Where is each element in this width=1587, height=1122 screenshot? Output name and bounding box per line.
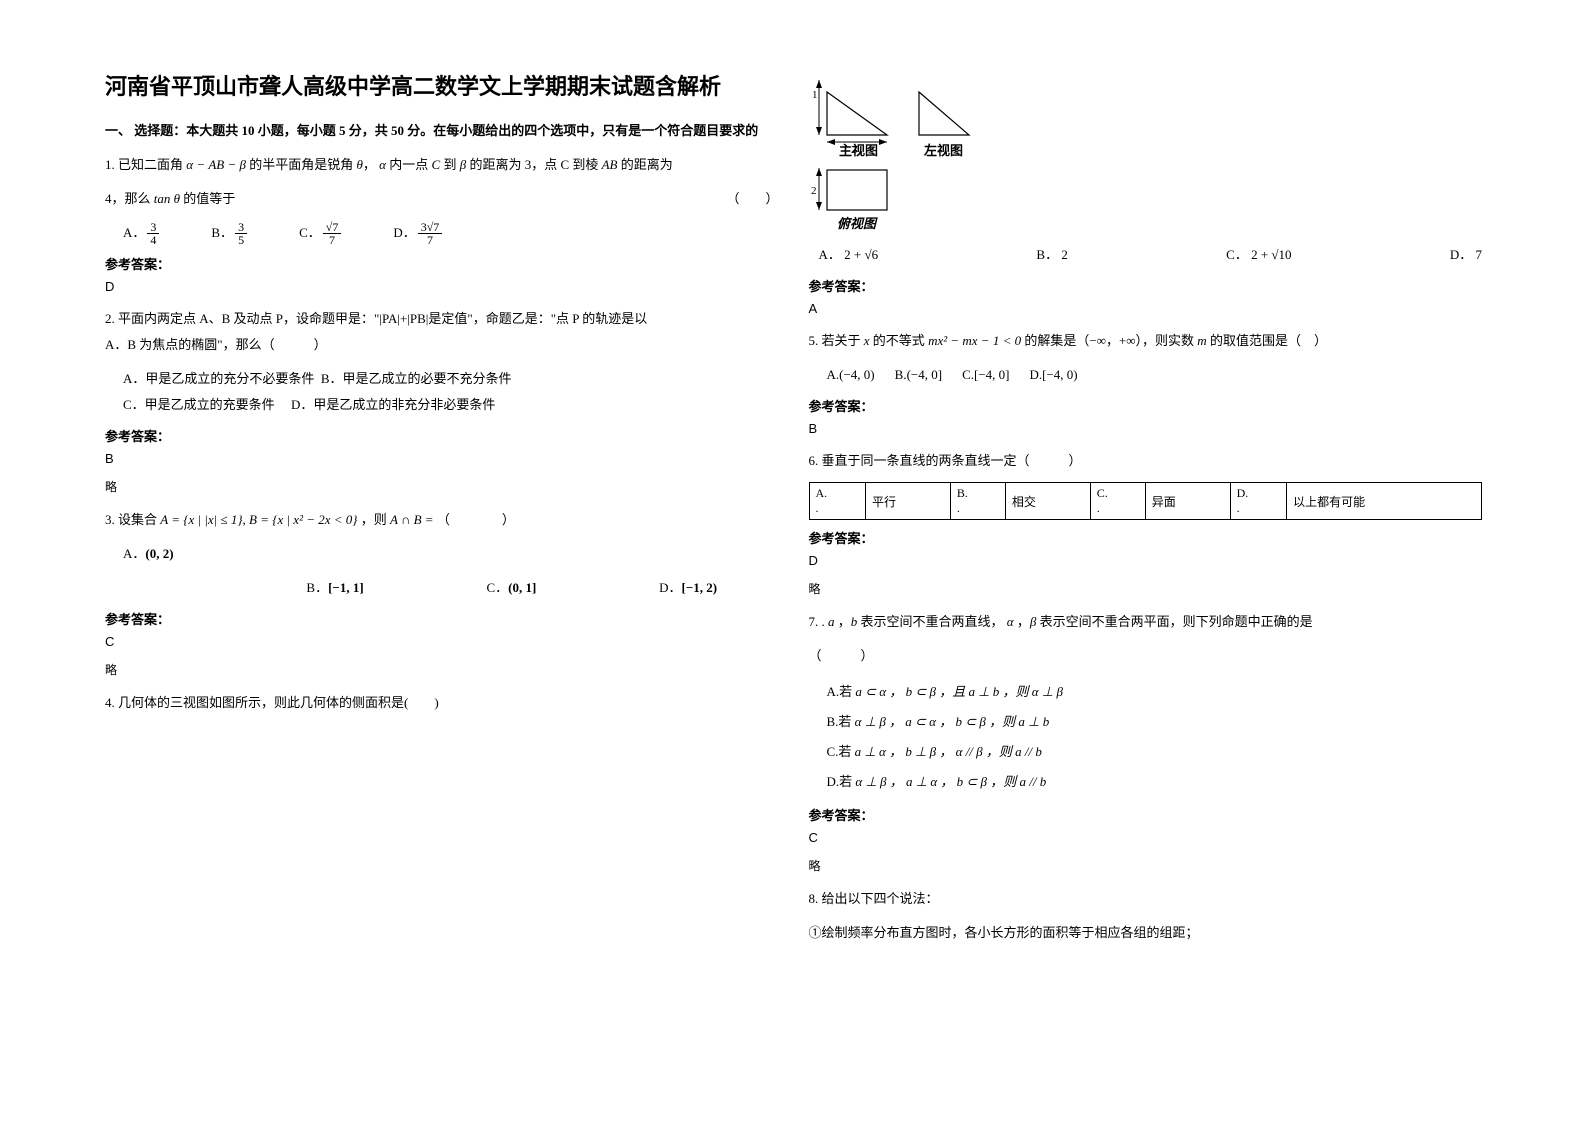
q7-paren: （ ） <box>809 643 1483 669</box>
q5-opt-b: B.(−4, 0] <box>895 362 942 388</box>
q5-answer-label: 参考答案： <box>809 396 1483 415</box>
q7-answer: C <box>809 830 1483 845</box>
q6-options-table: A.. 平行 B.. 相交 C.. 异面 D.. 以上都有可能 <box>809 482 1483 520</box>
q1-options: A．34 B．35 C．√77 D．3√77 <box>123 220 779 247</box>
question-5: 5. 若关于 x 的不等式 mx² − mx − 1 < 0 的解集是（−∞，+… <box>809 328 1483 354</box>
q5-opt-d: D.[−4, 0) <box>1029 362 1077 388</box>
q6-answer: D <box>809 553 1483 568</box>
q2-opt-c: C．甲是乙成立的充要条件 <box>123 397 275 412</box>
q8-item-1: ①绘制频率分布直方图时，各小长方形的面积等于相应各组的组距； <box>809 920 1483 946</box>
left-view-label: 左视图 <box>924 143 963 158</box>
q3-answer-label: 参考答案： <box>105 609 779 628</box>
q3-set-a: A = {x | |x| ≤ 1} <box>160 512 242 527</box>
q4-opt-c: C． 2 + √10 <box>1226 242 1291 268</box>
q6-cell-c: C.. <box>1090 483 1145 520</box>
q5-opt-a: A.(−4, 0) <box>827 362 875 388</box>
q4-opt-b: B． 2 <box>1036 242 1067 268</box>
q1-tan: tan θ <box>154 191 180 206</box>
q3-options-a: A．(0, 2) <box>123 541 779 567</box>
q4-options: A． 2 + √6 B． 2 C． 2 + √10 D． 7 <box>819 242 1483 268</box>
fig-height-2: 2 <box>811 185 817 197</box>
q6-answer-label: 参考答案： <box>809 528 1483 547</box>
question-1: 1. 已知二面角 α − AB − β 的半平面角是锐角 θ， α 内一点 C … <box>105 152 779 178</box>
q1-opt-b: B．35 <box>211 220 249 247</box>
question-7: 7. . a ，b 表示空间不重合两直线， α ，β 表示空间不重合两平面，则下… <box>809 609 1483 635</box>
q1-math-dihedral: α − AB − β <box>186 157 246 172</box>
question-8: 8. 给出以下四个说法： <box>809 886 1483 912</box>
q7-opt-a: A.若 a ⊂ α ， b ⊂ β ，且 a ⊥ b ，则 α ⊥ β <box>827 677 1483 707</box>
top-view-label: 俯视图 <box>837 216 878 230</box>
q1-paren: （ ） <box>726 186 778 212</box>
q1-line2: 4，那么 tan θ 的值等于 （ ） <box>105 186 779 212</box>
q7-options: A.若 a ⊂ α ， b ⊂ β ，且 a ⊥ b ，则 α ⊥ β B.若 … <box>827 677 1483 797</box>
q3-set-b: B = {x | x² − 2x < 0} <box>249 512 357 527</box>
q7-opt-d: D.若 α ⊥ β ， a ⊥ α ， b ⊂ β ，则 a // b <box>827 767 1483 797</box>
q6-opt-c: 异面 <box>1145 483 1230 520</box>
q2-opt-a: A．甲是乙成立的充分不必要条件 <box>123 371 314 386</box>
three-view-svg: 1 2 主视图 左视图 2 俯视图 <box>809 80 1019 230</box>
q6-cell-b: B.. <box>950 483 1005 520</box>
q7-note: 略 <box>809 857 1483 874</box>
q6-note: 略 <box>809 580 1483 597</box>
question-3: 3. 设集合 A = {x | |x| ≤ 1}, B = {x | x² − … <box>105 507 779 533</box>
q1-answer-label: 参考答案： <box>105 254 779 273</box>
doc-title: 河南省平顶山市聋人高级中学高二数学文上学期期末试题含解析 <box>105 70 779 103</box>
q1-opt-d: D．3√77 <box>393 220 444 247</box>
fig-height-1: 1 <box>812 89 818 101</box>
q1-answer: D <box>105 279 779 294</box>
q3-opt-a: A．(0, 2) <box>123 546 174 561</box>
q5-opt-c: C.[−4, 0] <box>962 362 1009 388</box>
q6-cell-d: D.. <box>1230 483 1287 520</box>
right-column: 1 2 主视图 左视图 2 俯视图 A． 2 + √6 B． 2 C． 2 + … <box>794 70 1498 1092</box>
q3-note: 略 <box>105 661 779 678</box>
section-1-header: 一、 选择题：本大题共 10 小题，每小题 5 分，共 50 分。在每小题给出的… <box>105 121 779 142</box>
question-6: 6. 垂直于同一条直线的两条直线一定（ ） <box>809 448 1483 474</box>
left-column: 河南省平顶山市聋人高级中学高二数学文上学期期末试题含解析 一、 选择题：本大题共… <box>90 70 794 1092</box>
q2-note: 略 <box>105 478 779 495</box>
q1-opt-a: A．34 <box>123 220 161 247</box>
q5-options: A.(−4, 0) B.(−4, 0] C.[−4, 0] D.[−4, 0) <box>827 362 1483 388</box>
q2-opt-b: B．甲是乙成立的必要不充分条件 <box>321 371 512 386</box>
main-view-label: 主视图 <box>839 143 878 158</box>
q3-options-rest: B．[−1, 1] C．(0, 1] D．[−1, 2) <box>245 575 779 601</box>
q7-opt-b: B.若 α ⊥ β ， a ⊂ α ， b ⊂ β ，则 a ⊥ b <box>827 707 1483 737</box>
q3-answer: C <box>105 634 779 649</box>
q2-opt-d: D．甲是乙成立的非充分非必要条件 <box>291 397 495 412</box>
q6-opt-a: 平行 <box>866 483 951 520</box>
q6-opt-b: 相交 <box>1005 483 1090 520</box>
q5-answer: B <box>809 421 1483 436</box>
q6-opt-d: 以上都有可能 <box>1287 483 1482 520</box>
q4-opt-a: A． 2 + √6 <box>819 242 879 268</box>
q1-opt-c: C．√77 <box>299 220 343 247</box>
q6-cell-a: A.. <box>809 483 866 520</box>
q2-answer-label: 参考答案： <box>105 426 779 445</box>
q1-text: 1. 已知二面角 α − AB − β 的半平面角是锐角 θ， α 内一点 C … <box>105 157 673 172</box>
q7-answer-label: 参考答案： <box>809 805 1483 824</box>
q5-expr: mx² − mx − 1 < 0 <box>928 333 1021 348</box>
q4-opt-d: D． 7 <box>1450 242 1482 268</box>
q4-answer: A <box>809 301 1483 316</box>
q2-options: A．甲是乙成立的充分不必要条件 B．甲是乙成立的必要不充分条件 C．甲是乙成立的… <box>123 366 779 418</box>
q4-answer-label: 参考答案： <box>809 276 1483 295</box>
q3-opt-d: D．[−1, 2) <box>659 575 717 601</box>
q3-opt-b: B．[−1, 1] <box>306 575 363 601</box>
question-2: 2. 平面内两定点 A、B 及动点 P，设命题甲是："|PA|+|PB|是定值"… <box>105 306 779 358</box>
q3-opt-c: C．(0, 1] <box>486 575 536 601</box>
q7-opt-c: C.若 a ⊥ α ， b ⊥ β ， α // β ，则 a // b <box>827 737 1483 767</box>
three-view-figure: 1 2 主视图 左视图 2 俯视图 <box>809 80 1483 230</box>
q2-answer: B <box>105 451 779 466</box>
question-4: 4. 几何体的三视图如图所示，则此几何体的侧面积是( ) <box>105 690 779 716</box>
